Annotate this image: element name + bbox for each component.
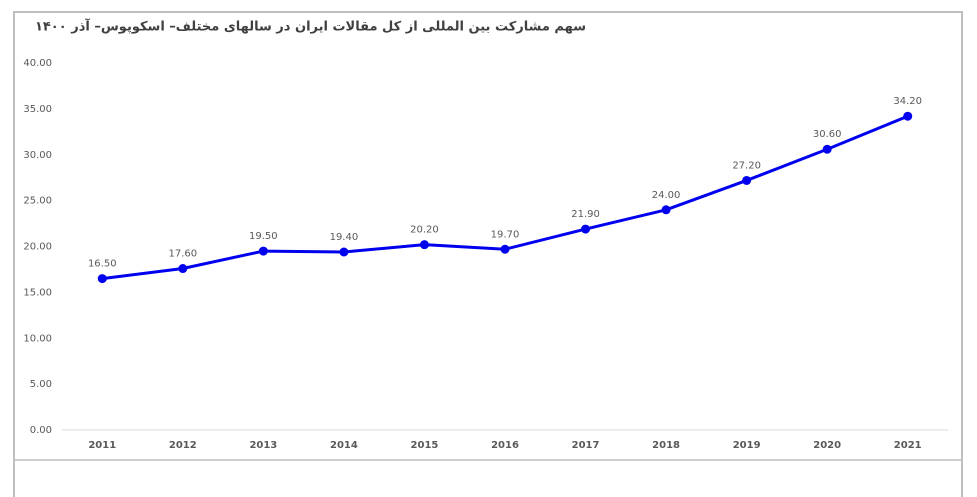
y-tick-label: 20.00 [23,242,52,253]
x-tick-label: 2021 [894,440,922,451]
x-tick-label: 2015 [411,440,439,451]
data-label: 24.00 [652,190,681,201]
point [97,274,107,284]
data-label: 34.20 [893,96,922,107]
x-tick-label: 2018 [652,440,680,451]
point [178,264,188,274]
x-tick-label: 2012 [169,440,197,451]
data-label: 20.20 [410,225,439,236]
x-tick-label: 2016 [491,440,519,451]
data-label: 21.90 [571,209,600,220]
point [419,240,429,250]
data-label: 19.70 [491,229,520,240]
data-label: 27.20 [732,160,761,171]
x-tick-label: 2014 [330,440,358,451]
y-tick-label: 15.00 [23,287,52,298]
point [661,205,671,215]
y-tick-label: 40.00 [23,58,52,69]
point [258,246,268,256]
data-label: 19.50 [249,231,278,242]
y-tick-label: 5.00 [30,379,52,390]
data-label: 30.60 [813,129,842,140]
x-tick-label: 2011 [88,440,116,451]
y-tick-label: 35.00 [23,104,52,115]
x-tick-label: 2020 [813,440,841,451]
chart-frame [13,11,963,497]
y-tick-label: 30.00 [23,150,52,161]
point [581,224,591,234]
line [102,114,909,281]
data-label: 19.40 [330,232,359,243]
point [500,244,510,254]
y-tick-label: 10.00 [23,333,52,344]
data-label: 17.60 [168,249,197,260]
point [742,175,752,185]
x-tick-label: 2019 [733,440,761,451]
point [339,247,349,257]
point [822,144,832,154]
y-tick-label: 25.00 [23,196,52,207]
x-tick-label: 2013 [249,440,277,451]
data-label: 16.50 [88,259,117,270]
x-tick-label: 2017 [572,440,600,451]
point [903,111,913,121]
y-tick-label: 0.00 [30,425,52,436]
chart-title: سهم مشارکت بین المللی از کل مقالات ایران… [35,18,586,35]
